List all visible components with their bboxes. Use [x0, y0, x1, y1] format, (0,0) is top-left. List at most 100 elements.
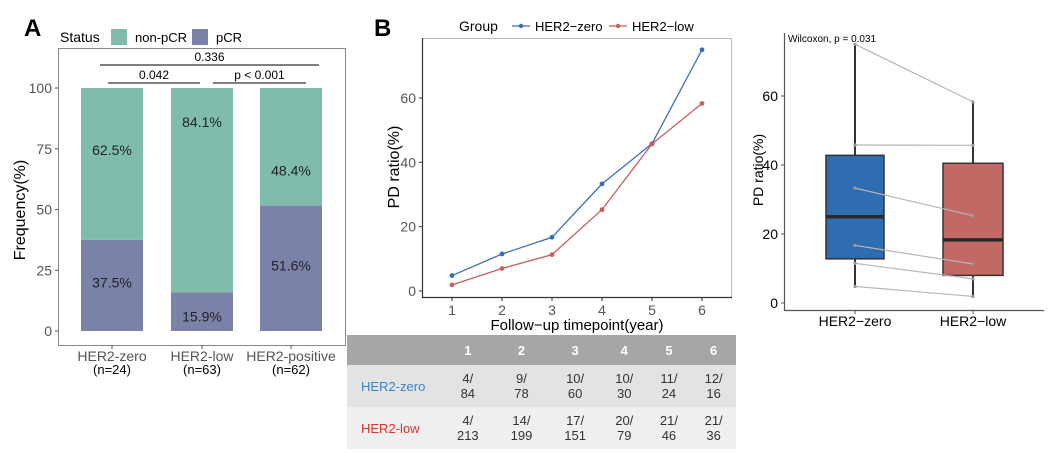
b-legend-label-low: HER2−low	[632, 19, 694, 34]
c-box	[942, 162, 1004, 277]
a-xtick-sublabel: (n=63)	[183, 362, 221, 377]
a-bar-label-pcr: 37.5%	[92, 274, 132, 290]
b-point-her2-zero	[549, 234, 555, 240]
table-cell-numerator: 4/	[462, 413, 474, 428]
b-xtick-label: 4	[598, 302, 606, 318]
c-pair-point	[971, 262, 975, 266]
c-xtick-label: HER2−low	[940, 313, 1007, 329]
table-cell-numerator: 11/	[660, 371, 678, 386]
b-point-her2-low	[599, 207, 605, 213]
a-bar-label-pcr: 15.9%	[182, 309, 222, 325]
a-ytick-label: 50	[36, 202, 52, 218]
table-cell-denominator: 60	[567, 386, 583, 401]
b-ytick-label: 0	[408, 283, 416, 299]
table-cell-denominator: 79	[617, 428, 632, 443]
b-point-her2-low	[549, 252, 555, 258]
table-cell-numerator: 14/	[512, 413, 531, 428]
a-significance-label: p < 0.001	[234, 68, 285, 82]
b-series-line-her2-zero	[451, 49, 703, 277]
c-pair-point	[853, 284, 857, 289]
table-cell-numerator: 10/	[566, 371, 585, 386]
b-xtick-label: 1	[448, 302, 456, 318]
b-point-her2-low	[699, 101, 705, 106]
table-cell-denominator: 213	[456, 428, 479, 443]
c-pair-point	[971, 214, 975, 218]
table-cell: 21/36	[691, 407, 736, 449]
c-pair-point	[853, 143, 857, 147]
a-bar-non-pcr	[171, 88, 233, 293]
a-legend-title: Status	[60, 29, 100, 45]
table-header-cell: 4	[601, 335, 647, 365]
table-cell-numerator: 10/	[615, 371, 634, 386]
a-ytick-label: 25	[36, 262, 52, 278]
table-cell-denominator: 78	[514, 386, 529, 401]
b-point-her2-low	[449, 282, 455, 288]
b-point-her2-zero	[699, 47, 705, 53]
b-ylabel: PD ratio(%)	[386, 126, 403, 209]
table-cell: 17/151	[548, 407, 602, 449]
c-pair-point	[853, 243, 857, 247]
a-xtick-label: HER2-low	[170, 348, 234, 364]
b-point-her2-zero	[499, 251, 505, 257]
a-xtick-sublabel: (n=24)	[93, 362, 131, 377]
table-cell: 10/60	[548, 365, 602, 407]
a-bar-label-pcr: 51.6%	[271, 257, 311, 273]
table-cell-denominator: 24	[661, 386, 677, 401]
table-header-cell: 2	[494, 335, 549, 365]
table-cell: 4/84	[441, 365, 495, 407]
a-ytick-label: 100	[29, 80, 53, 96]
b-ytick-label: 20	[400, 219, 416, 235]
table-cell-denominator: 46	[661, 428, 677, 443]
table-cell-denominator: 16	[706, 386, 721, 401]
a-legend-swatch-non-pcr	[111, 29, 127, 45]
b-legend-dot-zero	[518, 23, 524, 29]
a-bar-non-pcr	[81, 88, 143, 240]
c-xtick-label: HER2−zero	[819, 313, 892, 329]
table-cell-numerator: 20/	[615, 413, 634, 428]
table-row: HER2-low 4/213 14/199 17/151 20/79 21/46 21/36	[347, 407, 736, 449]
c-pair-point	[971, 100, 975, 104]
panel-label-b: B	[374, 15, 391, 42]
a-xtick-label: HER2-zero	[77, 348, 146, 364]
c-ylabel: PD ratio(%)	[750, 134, 766, 206]
b-xtick-label: 6	[698, 302, 706, 318]
b-legend-title: Group	[459, 18, 498, 34]
a-significance-label: 0.336	[194, 50, 224, 64]
panel-a-chart: Status non-pCR pCR Frequency(%) 0 25 50 75 1…	[12, 29, 346, 377]
b-point-her2-zero	[449, 273, 455, 278]
c-pair-point	[853, 42, 857, 46]
a-legend-label-pcr: pCR	[216, 30, 242, 45]
c-ytick-label: 60	[762, 88, 778, 104]
table-row-label: HER2-zero	[347, 365, 441, 407]
c-pair-line	[854, 187, 974, 217]
table-cell: 4/213	[441, 407, 495, 449]
b-point-her2-low	[649, 141, 655, 147]
b-point-her2-zero	[599, 181, 605, 187]
table-cell-denominator: 30	[617, 386, 632, 401]
table-cell-denominator: 199	[510, 428, 533, 443]
b-legend-dot-low	[615, 23, 621, 29]
table-cell-numerator: 9/	[516, 371, 527, 386]
table-cell-denominator: 84	[460, 386, 476, 401]
table-row-label: HER2-low	[347, 407, 441, 449]
table-cell-numerator: 12/	[704, 371, 723, 386]
b-point-her2-low	[499, 266, 505, 271]
a-significance-label: 0.042	[139, 68, 169, 82]
table-cell: 20/79	[601, 407, 647, 449]
c-ytick-label: 20	[762, 226, 778, 242]
table-cell-numerator: 21/	[659, 413, 678, 428]
b-xtick-label: 3	[548, 302, 556, 318]
a-ytick-label: 75	[36, 141, 52, 157]
table-cell: 21/46	[646, 407, 692, 449]
a-bar-pcr	[260, 205, 322, 331]
table-row: HER2-zero 4/84 9/78 10/60 10/30 11/24 12/16	[347, 365, 736, 407]
table-cell: 11/24	[646, 365, 692, 407]
table-cell: 12/16	[691, 365, 736, 407]
a-bar-pcr	[171, 292, 233, 331]
table-cell: 9/78	[494, 365, 549, 407]
b-xtick-label: 5	[648, 302, 656, 318]
c-ytick-label: 40	[762, 157, 778, 173]
c-ytick-label: 0	[770, 295, 778, 311]
table-cell-denominator: 36	[706, 428, 721, 443]
